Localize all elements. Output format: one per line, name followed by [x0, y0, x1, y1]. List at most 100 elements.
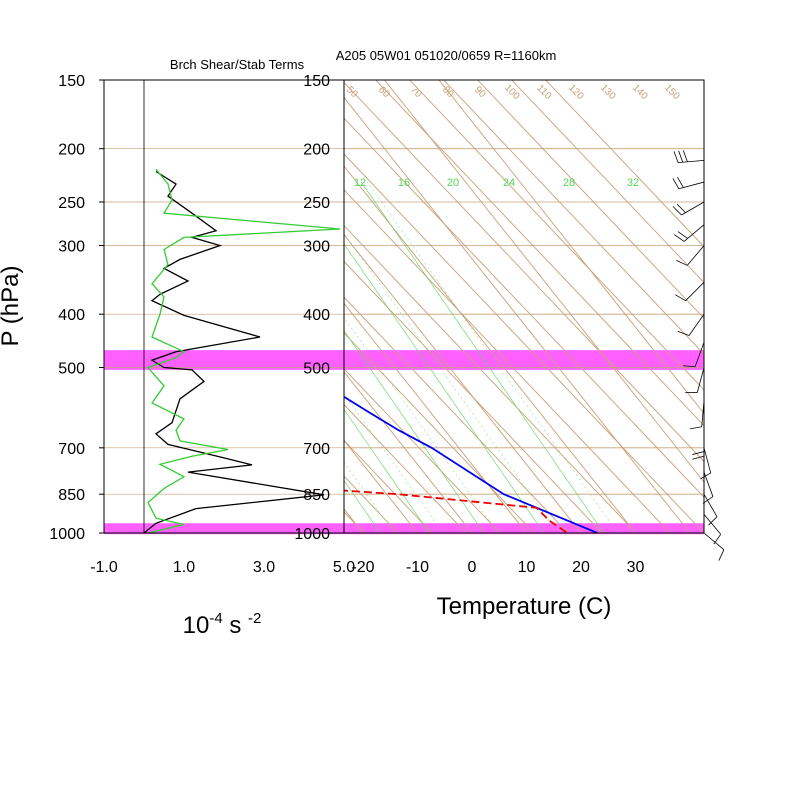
dry-adiabat	[344, 189, 671, 533]
isotherm	[0, 80, 254, 533]
left-profile-lines	[143, 168, 341, 533]
y-axis-label: P (hPa)	[0, 266, 24, 347]
dry-adiabat	[344, 153, 704, 533]
x-tick-label: -1.0	[90, 559, 118, 576]
dry-adiabat	[0, 80, 262, 533]
wind-barb-feather	[713, 534, 722, 545]
left-x-tick-labels: -1.0 1.0 3.0 5.0	[90, 559, 355, 576]
temperature-profile	[344, 395, 598, 533]
y-tick-label: 700	[58, 441, 85, 458]
wind-barb-feather	[677, 231, 688, 239]
wind-barb-staff	[686, 245, 705, 266]
moist-adiabat	[344, 393, 444, 533]
isotherm	[0, 80, 200, 533]
skewt-highlight-bands	[344, 350, 704, 535]
temperature-tick-label: 20	[572, 559, 590, 576]
wind-barb-staff	[683, 224, 705, 242]
temperature-tick-label: 0	[468, 559, 477, 576]
wind-barb-feather	[677, 176, 684, 188]
wind-barb-staff	[703, 532, 725, 551]
mixing-ratio-label: 24	[503, 177, 515, 189]
wind-barb-staff	[678, 181, 705, 190]
unit-s: s	[223, 612, 248, 639]
wind-barb-staff	[696, 367, 705, 393]
dry-adiabat	[0, 80, 228, 533]
y-tick-label: 500	[58, 360, 85, 377]
highlight-band	[104, 523, 344, 535]
dry-adiabat	[375, 80, 704, 427]
wind-barb	[703, 493, 718, 526]
wind-barb-feather	[675, 294, 686, 302]
wind-barb	[683, 342, 705, 368]
moist-adiabat	[344, 462, 395, 533]
x-tick-label: 3.0	[253, 559, 275, 576]
unit-exp1: -4	[209, 610, 222, 627]
y-tick-label: 1000	[49, 526, 85, 543]
isotherm	[344, 302, 527, 533]
isotherm-top-label: 70	[408, 84, 424, 100]
moist-adiabat	[366, 181, 618, 533]
skewt-y-tick-label: 300	[303, 239, 330, 256]
mixing-ratio-label: 28	[563, 177, 575, 189]
wind-barb	[676, 245, 705, 266]
temperature-tick-label: -10	[406, 559, 429, 576]
dry-adiabat	[344, 403, 467, 533]
isotherm-top-label: 100	[502, 82, 522, 102]
right-panel-title: A205 05W01 051020/0659 R=1160km	[336, 48, 557, 63]
dry-adiabat	[511, 80, 704, 284]
moist-adiabat	[344, 233, 559, 533]
mixing-ratio-line	[344, 330, 485, 533]
wind-barb	[689, 400, 705, 430]
wind-barb	[703, 532, 725, 561]
skewt-profiles	[344, 395, 598, 533]
isotherm-top-label: 130	[598, 82, 618, 102]
isotherm-top-label: 150	[662, 82, 682, 102]
wind-barb-feather	[692, 451, 705, 455]
wind-barb-staff	[685, 282, 705, 301]
moist-adiabat	[344, 317, 499, 533]
dry-adiabat	[344, 260, 603, 533]
dry-adiabat	[344, 117, 704, 498]
mixing-ratio-line	[344, 243, 545, 533]
x-tick-label: 1.0	[173, 559, 195, 576]
unit-exp2: -2	[248, 610, 261, 627]
wind-barb	[685, 367, 705, 394]
skewt-y-tick-label: 150	[303, 73, 330, 90]
isotherm	[438, 80, 704, 415]
skewt-y-tick-label: 400	[303, 307, 330, 324]
left-highlight-bands	[104, 350, 344, 535]
mixing-ratio-line	[360, 181, 604, 533]
wind-barb-staff	[703, 514, 722, 535]
highlight-band	[104, 350, 344, 370]
skewt-y-tick-label: 250	[303, 195, 330, 212]
dry-adiabat	[477, 80, 704, 319]
wind-barb-feather	[676, 259, 688, 266]
mixing-ratio-labels: 12 16 20 24 28 32	[354, 177, 639, 189]
left-panel-title: Brch Shear/Stab Terms	[170, 57, 305, 72]
wind-barb	[675, 282, 705, 302]
skewt-y-tick-label: 200	[303, 142, 330, 159]
skewt-y-tick-labels: 150 200 250 300 400 500 700 850 1000	[294, 73, 330, 543]
wind-barb-feather	[692, 455, 705, 460]
skewt-y-tick-label: 700	[303, 441, 330, 458]
unit-base: 10	[183, 612, 210, 639]
mixing-ratio-label: 20	[447, 177, 459, 189]
mixing-ratio-label: 32	[627, 177, 639, 189]
isotherm-top-label: 140	[630, 82, 650, 102]
wind-barb	[700, 447, 712, 480]
dry-adiabat	[344, 368, 501, 533]
wind-barb-staff	[688, 313, 705, 336]
x-tick-label: 5.0	[333, 559, 355, 576]
wind-barb-feather	[689, 426, 702, 430]
wind-barb-staff	[703, 471, 714, 497]
skewt-x-axis-label: Temperature (C)	[437, 593, 612, 620]
wind-barb	[672, 201, 705, 216]
skewt-y-tick-label: 850	[303, 487, 330, 504]
wind-barb-staff	[694, 342, 705, 367]
skewt-background-grid	[0, 80, 704, 533]
isotherm-top-label: 50	[344, 84, 360, 100]
dry-adiabat	[409, 80, 704, 391]
left-y-tick-labels: 150 200 250 300 400 500 700 850 1000	[49, 73, 104, 543]
wind-barb-staff	[681, 201, 705, 216]
